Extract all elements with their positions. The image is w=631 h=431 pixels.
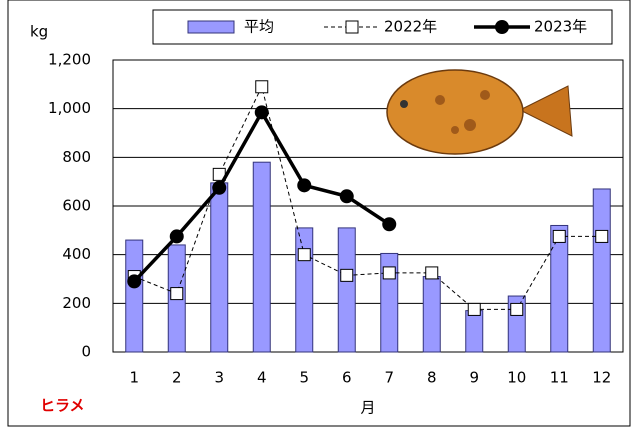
x-tick-label: 7 — [384, 369, 394, 387]
species-label: ヒラメ — [40, 397, 85, 415]
bar — [210, 182, 229, 353]
bar — [592, 188, 611, 353]
y-tick-label: 1,200 — [48, 51, 91, 69]
bar — [252, 161, 271, 353]
legend-swatch — [187, 20, 235, 34]
data-point — [297, 248, 311, 262]
x-tick-label: 12 — [592, 369, 611, 387]
x-tick-label: 4 — [257, 369, 267, 387]
legend-label: 2023年 — [534, 18, 587, 36]
y-tick-label: 800 — [62, 148, 91, 166]
data-point — [340, 268, 354, 282]
data-point — [255, 80, 269, 94]
data-point — [212, 180, 227, 195]
y-tick-label: 600 — [62, 197, 91, 215]
data-point — [169, 229, 184, 244]
x-tick-label: 5 — [299, 369, 309, 387]
data-point — [339, 189, 354, 204]
data-point — [297, 178, 312, 193]
x-tick-label: 1 — [129, 369, 139, 387]
y-axis-label: kg — [30, 23, 48, 41]
x-tick-label: 11 — [550, 369, 569, 387]
y-tick-label: 400 — [62, 245, 91, 263]
legend-label: 平均 — [244, 18, 274, 36]
x-tick-label: 2 — [172, 369, 182, 387]
y-tick-label: 200 — [62, 294, 91, 312]
fish-illustration — [386, 69, 573, 155]
bar — [295, 227, 314, 353]
x-tick-label: 6 — [342, 369, 352, 387]
y-tick-label: 0 — [81, 343, 91, 361]
x-tick-label: 3 — [214, 369, 224, 387]
data-point — [382, 217, 397, 232]
data-point — [552, 229, 566, 243]
legend-label: 2022年 — [384, 18, 437, 36]
data-point — [382, 266, 396, 280]
bar — [465, 310, 484, 353]
data-point — [467, 302, 481, 316]
data-point — [170, 287, 184, 301]
series-line — [134, 85, 602, 310]
x-axis-label: 月 — [360, 399, 375, 417]
y-tick-label: 1,000 — [48, 99, 91, 117]
x-tick-label: 8 — [427, 369, 437, 387]
bar — [422, 276, 441, 353]
bar — [550, 224, 569, 353]
x-tick-label: 10 — [507, 369, 526, 387]
data-point — [127, 274, 142, 289]
data-point — [510, 302, 524, 316]
legend-marker — [495, 20, 509, 34]
data-point — [254, 105, 269, 120]
legend-marker — [345, 20, 359, 34]
x-tick-label: 9 — [469, 369, 479, 387]
data-point — [425, 266, 439, 280]
bar — [337, 227, 356, 353]
bar — [125, 239, 144, 353]
data-point — [595, 229, 609, 243]
